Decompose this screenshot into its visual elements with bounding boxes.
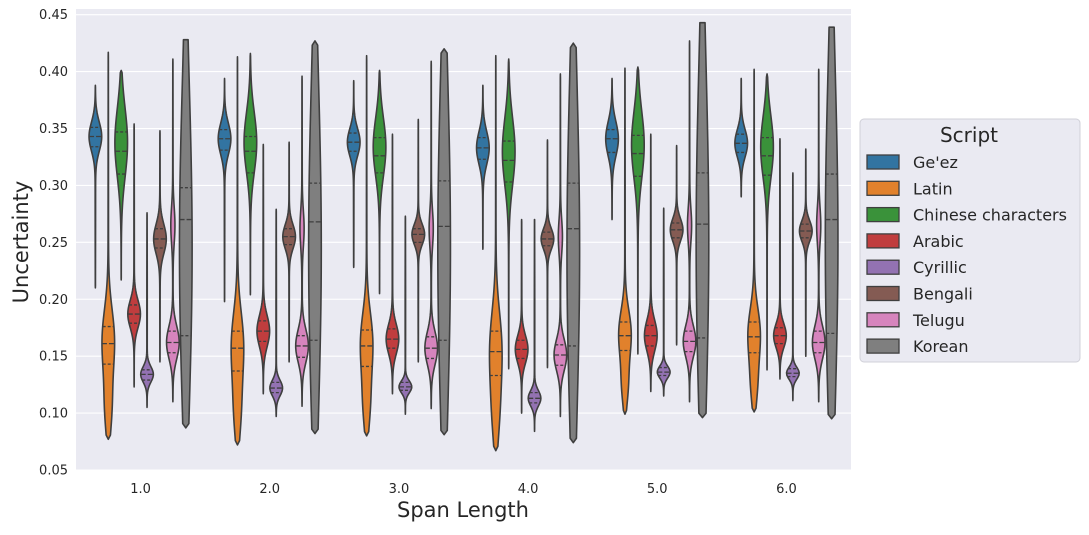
legend-frame	[859, 118, 1081, 363]
legend-swatch	[866, 259, 900, 275]
violin-0-5	[734, 77, 749, 198]
violins	[88, 21, 839, 452]
violin-3-4	[643, 133, 658, 393]
y-tick-label: 0.40	[39, 65, 68, 80]
violin-1-0	[101, 51, 116, 441]
y-tick-label: 0.30	[39, 179, 68, 194]
violin-0-1	[217, 77, 232, 303]
violin-5-0	[152, 130, 168, 363]
violin-3-0	[127, 123, 142, 388]
x-tick-label: 4.0	[518, 482, 539, 497]
violin-2-4	[630, 66, 645, 355]
violin-3-3	[514, 218, 529, 414]
legend-swatch	[866, 154, 900, 170]
violin-0-3	[475, 84, 490, 250]
y-axis-label: Uncertainty	[9, 181, 33, 304]
violin-7-0	[178, 38, 193, 429]
x-tick-label: 5.0	[647, 482, 668, 497]
legend-swatch	[866, 180, 900, 196]
y-tick-label: 0.20	[39, 293, 68, 308]
violin-6-2	[424, 60, 439, 410]
violin-4-1	[269, 208, 284, 418]
violin-6-4	[682, 40, 697, 403]
violin-7-4	[695, 21, 710, 419]
violin-5-5	[798, 148, 813, 357]
legend-label: Latin	[913, 179, 953, 198]
violin-0-4	[604, 77, 620, 221]
violin-3-5	[772, 137, 788, 380]
violin-7-5	[824, 26, 839, 420]
plot-background	[76, 9, 851, 470]
violin-4-2	[398, 215, 413, 416]
x-tick-label: 1.0	[130, 482, 151, 497]
violin-5-4	[669, 144, 684, 346]
violin-7-2	[437, 48, 452, 436]
legend-title: Script	[940, 123, 998, 147]
violin-5-2	[411, 118, 426, 363]
violin-4-0	[139, 211, 155, 409]
y-axis: 0.05 0.10 0.15 0.20 0.25 0.30 0.35 0.40 0.45	[39, 8, 68, 478]
legend-swatch	[866, 206, 900, 223]
y-tick-label: 0.35	[39, 122, 68, 137]
violin-2-5	[759, 73, 775, 371]
violin-6-3	[553, 73, 568, 418]
legend-label: Cyrillic	[913, 258, 967, 277]
violin-4-4	[656, 207, 671, 397]
violin-0-2	[346, 79, 361, 269]
x-tick-label: 6.0	[776, 482, 797, 497]
legend-label: Arabic	[913, 232, 964, 251]
x-axis: 1.0 2.0 3.0 4.0 5.0 6.0	[130, 482, 797, 497]
legend-swatch	[866, 233, 900, 249]
violin-1-2	[359, 54, 374, 437]
violin-2-2	[372, 69, 387, 295]
violin-5-1	[282, 141, 297, 363]
legend-swatch	[866, 312, 900, 328]
legend-label: Telugu	[912, 311, 965, 330]
y-tick-label: 0.25	[39, 236, 68, 251]
violin-4-3	[527, 218, 542, 433]
legend-label: Bengali	[913, 285, 973, 304]
legend-label: Korean	[913, 337, 969, 356]
violin-6-5	[811, 68, 826, 403]
x-tick-label: 3.0	[389, 482, 410, 497]
legend-label: Ge'ez	[913, 153, 958, 172]
violin-2-3	[501, 58, 516, 370]
violin-1-4	[617, 67, 633, 416]
violin-7-1	[307, 40, 323, 435]
legend-label: Chinese characters	[913, 206, 1067, 225]
x-axis-label: Span Length	[397, 498, 529, 522]
violin-5-3	[540, 139, 555, 369]
violin-2-1	[243, 52, 258, 296]
legend-swatch	[866, 338, 900, 354]
legend-items: Ge'ez Latin Chinese characters Arabic Cyrill…	[866, 153, 1067, 356]
violin-6-0	[165, 58, 180, 403]
legend-swatch	[866, 285, 900, 302]
y-tick-label: 0.15	[39, 350, 68, 365]
legend: Script Ge'ez Latin Chinese characters Arabi…	[859, 118, 1081, 363]
x-tick-label: 2.0	[259, 482, 280, 497]
violin-1-5	[747, 68, 762, 413]
y-tick-label: 0.45	[39, 8, 68, 23]
y-tick-label: 0.10	[39, 407, 68, 422]
violin-2-0	[114, 69, 129, 281]
y-tick-label: 0.05	[39, 464, 68, 479]
grid	[76, 14, 851, 471]
violin-4-5	[785, 172, 800, 402]
violin-7-3	[566, 42, 581, 444]
violin-6-1	[294, 75, 310, 408]
